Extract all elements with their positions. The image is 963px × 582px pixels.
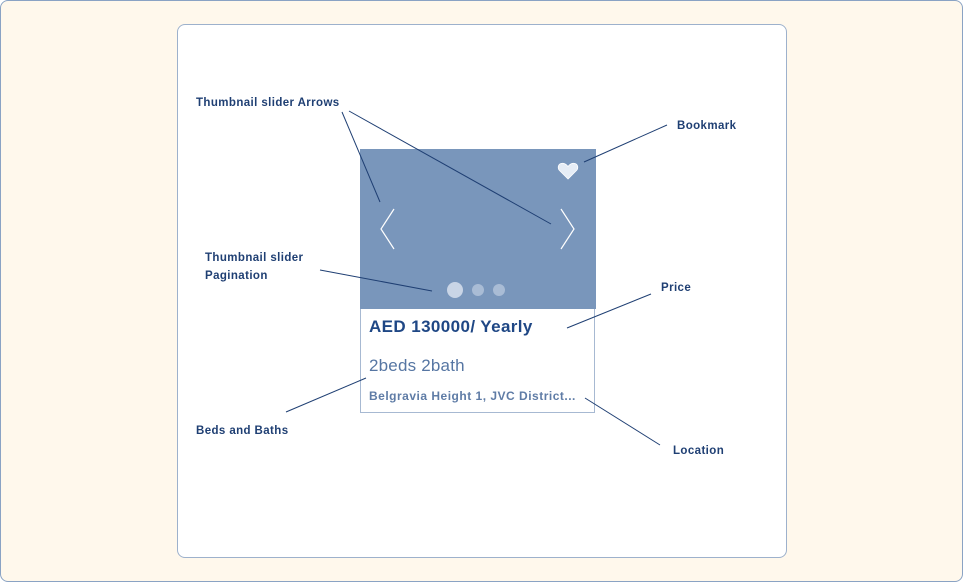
annotation-price: Price [661,282,692,294]
pagination-dot[interactable] [493,284,505,296]
annotation-location: Location [673,445,725,457]
beds-baths-text: 2beds 2bath [369,356,465,375]
annotation-bookmark: Bookmark [677,120,737,132]
annotation-pagination-line2: Pagination [205,270,268,282]
annotation-arrows: Thumbnail slider Arrows [196,97,340,109]
price-text: AED 130000/ Yearly [369,317,533,336]
location-text: Belgravia Height 1, JVC District... [369,389,576,403]
pagination-dot[interactable] [472,284,484,296]
heart-icon[interactable] [557,161,579,181]
chevron-right-icon[interactable] [557,207,577,251]
pagination-dot-active[interactable] [447,282,463,298]
annotation-beds-baths: Beds and Baths [196,425,289,437]
annotation-pagination: Thumbnail slider Pagination [205,249,303,285]
chevron-left-icon[interactable] [378,207,398,251]
annotation-pagination-line1: Thumbnail slider [205,252,304,264]
